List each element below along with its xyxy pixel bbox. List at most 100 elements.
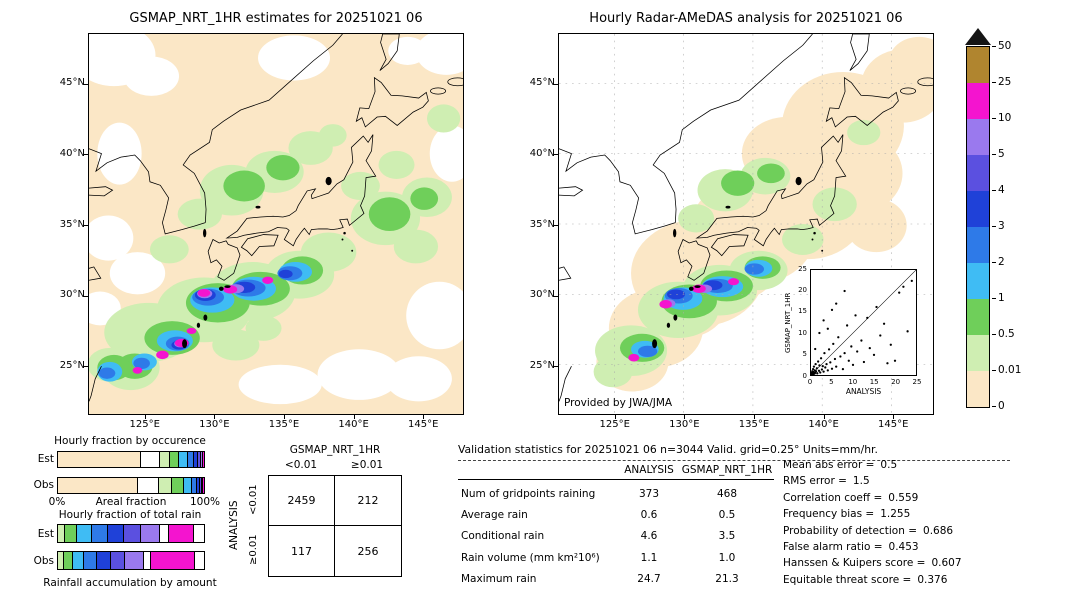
occurrence-obs-bar [57,477,205,494]
colorbar-segment [967,155,989,191]
bar-segment [97,552,111,569]
lon-tick-mark [283,414,285,419]
validation-row-label: Average rain [461,508,528,521]
colorbar-tick-mark [992,154,996,155]
contingency-row-group-label: ANALYSIS [228,500,240,550]
contingency-row-label-lt: <0.01 [248,484,259,516]
bar-segment [198,452,202,467]
validation-value-analysis: 24.7 [637,572,661,585]
bar-segment [123,525,142,542]
colorbar-tick-mark [992,190,996,191]
bar-segment [197,478,201,493]
validation-title: Validation statistics for 20251021 06 n=… [458,443,1010,461]
left-map: 45°N 40°N 35°N 30°N 25°N 125°E 130°E 135°E 140°E… [60,33,464,430]
validation-value-analysis: 373 [638,487,660,500]
statistic-value: 0.376 [917,573,948,586]
totalrain-est-bar [57,524,205,543]
bar-segment [141,452,161,467]
colorbar-boundary-label: 0 [998,400,1005,412]
bar-segment [192,478,198,493]
bar-segment [193,452,199,467]
colorbar-boundary-label: 3 [998,220,1005,232]
analysis-column-header: ANALYSIS [624,464,674,476]
bar-segment [72,552,85,569]
colorbar-tick-mark [992,334,996,335]
left-map-canvas [89,34,463,414]
axis-title: Areal fraction [95,496,167,508]
right-map-title: Hourly Radar-AMeDAS analysis for 2025102… [589,11,903,26]
occurrence-est-label: Est [37,453,54,465]
bar-segment [168,525,194,542]
lon-tick-label: 145°E [878,419,909,430]
colorbar-tick-mark [992,82,996,83]
bar-segment [58,452,142,467]
gsmap-column-header: GSMAP_NRT_1HR [681,464,773,476]
validation-row: Average rain 0.6 0.5 [458,504,774,525]
bar-segment [58,478,139,493]
bar-segment [203,478,204,493]
contingency-cell-miss: 117 [269,526,335,576]
validation-row-label: Num of gridpoints raining [461,487,596,500]
lon-tick-label: 140°E [338,419,369,430]
statistic-label: Equitable threat score = [783,573,912,586]
lon-tick-label: 130°E [669,419,700,430]
statistic-value: 0.5 [880,459,898,471]
scatter-points [811,279,913,375]
lat-tick-mark [554,366,559,368]
inset-ylabel: GSMAP_NRT_1HR [784,292,792,353]
inset-x-tick-label: 25 [912,378,922,386]
one-to-one-line [811,270,916,375]
lon-tick-mark [353,414,355,419]
lat-tick-label: 40°N [529,147,555,159]
bar-segment [201,452,203,467]
colorbar-segment [967,191,989,227]
lon-tick-mark [144,414,146,419]
validation-row: Rain volume (mm km²10⁶) 1.1 1.0 [458,547,774,568]
colorbar-boundary-label: 5 [998,148,1005,160]
lon-tick-mark [214,414,216,419]
bar-segment [63,552,73,569]
lat-tick-label: 30°N [529,289,555,301]
occurrence-panel-title: Hourly fraction by occurence [54,435,206,447]
inset-y-tick-label: 5 [802,350,807,359]
validation-table-header: ANALYSIS GSMAP_NRT_1HR [458,464,774,480]
lon-tick-mark [823,414,825,419]
inset-scatter-canvas [811,270,916,375]
bar-segment [58,552,64,569]
bar-segment [187,452,194,467]
statistic-value: 0.686 [923,524,954,537]
lat-tick-mark [554,295,559,297]
contingency-col-label-lt: <0.01 [284,459,318,471]
bar-segment [193,525,204,542]
colorbar-segment [967,263,989,299]
inset-x-tick-label: 15 [869,378,879,386]
validation-row: Conditional rain 4.6 3.5 [458,526,774,547]
lat-tick-label: 25°N [529,359,555,371]
inset-y-tick-label: 0 [802,371,807,380]
contingency-col-group-label: GSMAP_NRT_1HR [289,444,381,456]
colorbar-boundary-label: 1 [998,292,1005,304]
lon-tick-label: 135°E [738,419,770,430]
lon-tick-label: 125°E [129,419,160,430]
axis-max-label: 100% [189,496,221,508]
left-map-title: GSMAP_NRT_1HR estimates for 20251021 06 [129,11,423,26]
colorbar-segment [967,47,989,83]
lon-tick-mark [753,414,755,419]
inset-y-tick-label: 10 [798,328,807,337]
occurrence-obs-label: Obs [33,479,54,491]
validation-row-label: Maximum rain [461,572,537,585]
validation-value-gsmap: 21.3 [715,572,739,585]
statistic-label: False alarm ratio = [783,540,883,553]
header-spacer [458,464,618,476]
occurrence-est-bar [57,451,205,468]
validation-row: Maximum rain 24.7 21.3 [458,568,774,589]
contingency-cell-false-alarm: 212 [335,476,401,526]
inset-xlabel: ANALYSIS [845,387,882,396]
lon-tick-mark [684,414,686,419]
colorbar-tick-mark [992,46,996,47]
bar-segment [170,452,180,467]
bar-segment [91,525,108,542]
lat-tick-mark [84,366,89,368]
bar-segment [144,552,152,569]
totalrain-panel-caption: Rainfall accumulation by amount [43,577,217,589]
